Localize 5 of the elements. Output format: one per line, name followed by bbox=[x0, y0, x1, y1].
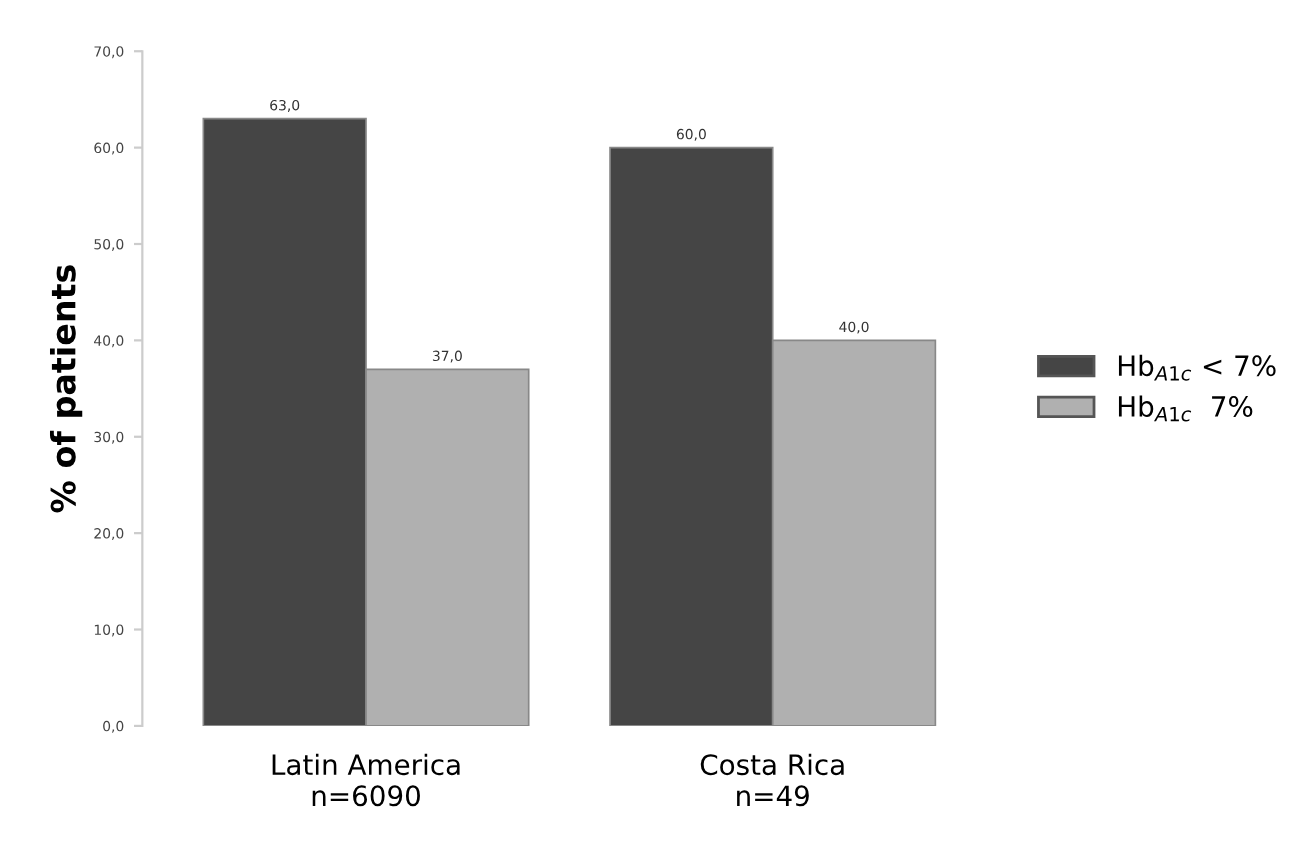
x-tick-label: Costa Rica n=49 bbox=[700, 753, 844, 807]
legend-label: Hb$_{A1c}$ < 7% bbox=[1118, 354, 1276, 381]
x-tick-label: Latin America n=6090 bbox=[272, 753, 460, 807]
legend-label: Hb$_{A1c}$ 7% bbox=[1118, 395, 1253, 422]
y-axis-title: % of patients bbox=[49, 265, 83, 513]
